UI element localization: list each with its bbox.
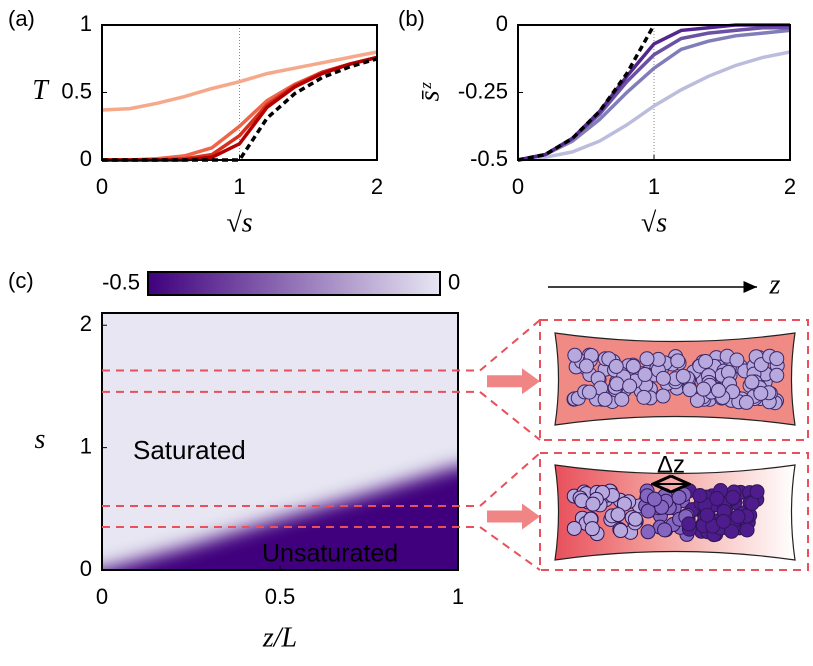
zoom-box	[539, 452, 809, 571]
x-tick-label: 0	[512, 174, 524, 199]
zoom-arrow	[487, 368, 540, 395]
atom	[581, 384, 597, 400]
y-axis-label: s	[35, 424, 46, 455]
atom	[715, 513, 731, 529]
atom	[609, 376, 625, 392]
atom	[738, 394, 754, 410]
region-label: Saturated	[133, 435, 246, 465]
atom	[671, 489, 687, 505]
schematic: z Δz	[539, 269, 809, 571]
atom	[711, 382, 727, 398]
y-tick-label: -0.5	[470, 146, 508, 171]
atom	[578, 358, 594, 374]
atom	[724, 523, 740, 539]
x-axis-label: √s	[226, 207, 252, 238]
panel-label: (a)	[8, 6, 35, 31]
atom	[682, 382, 698, 398]
atom	[730, 509, 746, 525]
connector	[479, 526, 541, 571]
x-tick-label: 0.5	[265, 584, 296, 609]
x-tick-label: 1	[233, 174, 245, 199]
atom	[655, 370, 671, 386]
atom	[627, 511, 643, 527]
y-tick-label: 0	[80, 146, 92, 171]
atom	[749, 484, 765, 500]
y-tick-label: 0	[80, 556, 92, 581]
panel-label: (b)	[398, 6, 425, 31]
atom	[640, 524, 656, 540]
atom	[670, 353, 686, 369]
atom	[681, 516, 697, 532]
y-tick-label: 0.5	[61, 78, 92, 103]
connector	[479, 391, 541, 441]
atom	[625, 358, 641, 374]
x-axis-label: √s	[641, 207, 667, 238]
series-line	[101, 50, 378, 112]
connector	[479, 319, 541, 372]
shift-label: Δz	[657, 451, 685, 478]
y-tick-label: 0	[496, 11, 508, 36]
atom	[585, 496, 601, 512]
y-tick-label: 1	[80, 11, 92, 36]
y-tick-label: -0.25	[458, 78, 508, 103]
y-axis-label: T	[32, 75, 50, 106]
x-tick-label: 1	[452, 584, 464, 609]
y-tick-label: 2	[80, 311, 92, 336]
atom	[744, 374, 760, 390]
atom	[566, 520, 582, 536]
colorbar-tick-label: 0	[448, 269, 460, 294]
x-tick-label: 0	[96, 584, 108, 609]
y-axis-label: s̄ᶻ	[414, 81, 445, 101]
atom	[709, 491, 725, 507]
atom	[698, 353, 714, 369]
atom	[608, 358, 624, 374]
colorbar-tick-label: -0.5	[102, 269, 140, 294]
x-tick-label: 1	[648, 174, 660, 199]
zoom-box	[539, 319, 809, 441]
atom	[584, 521, 600, 537]
atom	[639, 351, 655, 367]
atom	[769, 367, 785, 383]
z-label: z	[769, 269, 781, 300]
atom	[636, 389, 652, 405]
atom	[725, 489, 741, 505]
y-tick-label: 1	[80, 433, 92, 458]
x-tick-label: 0	[96, 174, 108, 199]
x-tick-label: 2	[371, 174, 383, 199]
atom	[753, 385, 769, 401]
atom	[729, 352, 745, 368]
atom	[640, 503, 656, 519]
atom	[637, 367, 653, 383]
atom	[699, 507, 715, 523]
atom	[739, 522, 755, 538]
atom	[657, 522, 673, 538]
x-axis-label: z/L	[262, 622, 297, 653]
atom	[613, 523, 629, 539]
atom	[610, 507, 626, 523]
region-label: Unsaturated	[262, 540, 398, 568]
atom	[614, 391, 630, 407]
atom	[567, 347, 583, 363]
x-tick-label: 2	[784, 174, 796, 199]
heatmap	[102, 466, 458, 570]
atom	[675, 368, 691, 384]
series-line	[517, 50, 791, 162]
atom	[597, 391, 613, 407]
colorbar	[147, 271, 441, 296]
panel-label: (c)	[8, 268, 34, 293]
atom	[622, 378, 638, 394]
connector	[479, 452, 541, 507]
series-line	[517, 25, 790, 162]
zoom-arrow	[487, 503, 540, 530]
atom	[692, 488, 708, 504]
atom	[769, 351, 785, 367]
atom-cloud	[566, 347, 785, 543]
atom	[655, 388, 671, 404]
series-line	[517, 24, 656, 162]
atom	[646, 491, 662, 507]
atom	[696, 381, 712, 397]
unsaturated-region	[102, 466, 458, 570]
